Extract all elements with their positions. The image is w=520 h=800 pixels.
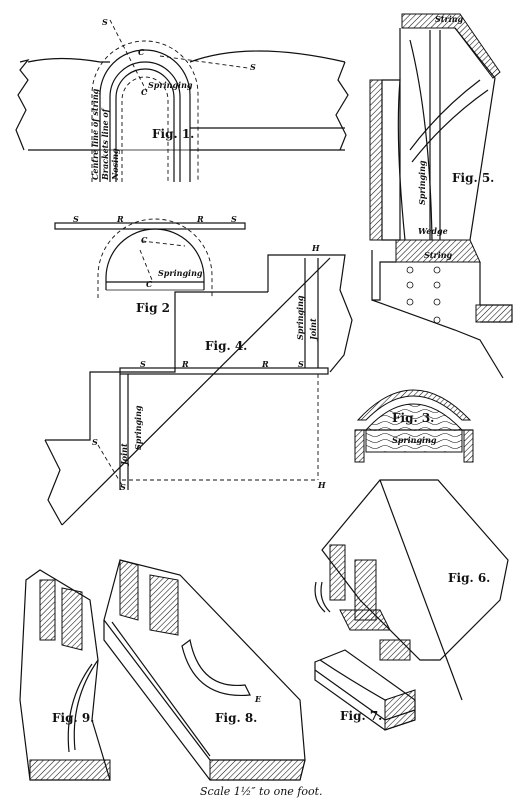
fig9-label: Fig. 9. xyxy=(52,711,94,725)
fig4-s-left: S xyxy=(140,359,146,369)
fig8-e: E xyxy=(254,694,262,704)
fig2-s-right: S xyxy=(231,214,237,224)
fig8-label: Fig. 8. xyxy=(215,711,257,725)
fig1-label: Fig. 1. xyxy=(152,127,194,141)
fig1-s-right: S xyxy=(250,62,256,72)
fig6-label: Fig. 6. xyxy=(448,571,490,585)
scale-caption: Scale 1½″ to one foot. xyxy=(200,785,323,798)
fig2-r-right: R xyxy=(196,214,204,224)
fig2-c-top: C xyxy=(141,235,148,245)
fig1-nosing-line: Nosing xyxy=(110,148,120,181)
fig4-h-top: H xyxy=(311,243,320,253)
fig5-wedge: Wedge xyxy=(418,226,448,236)
fig4-s-base: S xyxy=(120,482,126,492)
fig2-r-left: R xyxy=(116,214,124,224)
fig4-s-lower: S xyxy=(92,437,98,447)
fig1-centre-line: Centre line of string xyxy=(90,88,100,180)
figure-7: Fig. 7. xyxy=(314,649,416,731)
fig5-springing: Springing xyxy=(417,160,427,205)
fig7-label: Fig. 7. xyxy=(340,709,382,723)
fig5-string-top: String xyxy=(435,14,464,24)
figure-9: Fig. 9. xyxy=(19,569,111,781)
figure-6: Fig. 6. xyxy=(314,479,509,701)
fig4-joint-upper: Joint xyxy=(308,318,318,342)
fig2-c-bottom: C xyxy=(146,279,153,289)
fig1-c-centre: C xyxy=(141,87,148,97)
figure-2: S R R S C C Springing Fig 2 xyxy=(54,214,246,315)
fig2-s-left: S xyxy=(73,214,79,224)
fig4-springing-upper: Springing xyxy=(295,295,305,340)
fig5-label: Fig. 5. xyxy=(452,171,494,185)
fig1-s-top: S xyxy=(102,17,108,27)
fig1-brackets-line: Brackets line of xyxy=(100,107,110,181)
fig2-springing: Springing xyxy=(158,268,203,278)
figure-4: S R R S H H S S Springing Joint Joint Sp… xyxy=(44,243,353,526)
fig4-r-left: R xyxy=(181,359,189,369)
figure-1: S S C C Springing Centre line of string … xyxy=(15,17,349,182)
fig4-joint-lower: Joint xyxy=(119,443,129,467)
fig4-springing-lower: Springing xyxy=(133,405,143,450)
figure-5: String Springing Wedge String Fig. 5. xyxy=(369,13,513,379)
fig4-r-right: R xyxy=(261,359,269,369)
fig1-c-top: C xyxy=(138,47,145,57)
fig3-springing: Springing xyxy=(392,435,437,445)
fig5-string-bottom: String xyxy=(424,250,453,260)
fig3-label: Fig. 3. xyxy=(392,411,434,425)
fig4-s-right: S xyxy=(298,359,304,369)
fig2-label: Fig 2 xyxy=(136,301,170,315)
fig4-label: Fig. 4. xyxy=(205,339,247,353)
fig1-springing: Springing xyxy=(148,80,193,90)
fig4-h-bottom: H xyxy=(317,480,326,490)
figure-8: E Fig. 8. xyxy=(103,559,306,781)
figure-3: Fig. 3. Springing xyxy=(354,389,474,463)
